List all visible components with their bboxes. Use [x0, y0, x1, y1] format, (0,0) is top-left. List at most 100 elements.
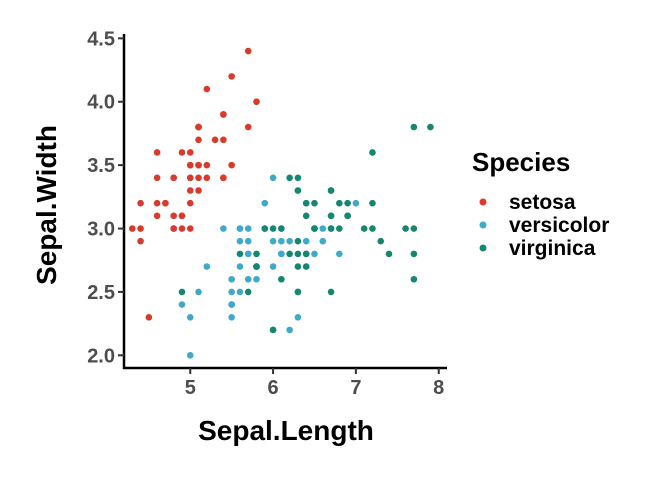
- point-setosa: [186, 161, 194, 169]
- point-setosa: [186, 187, 194, 194]
- point-versicolor: [186, 352, 194, 359]
- point-versicolor: [220, 225, 227, 232]
- point-versicolor: [286, 237, 293, 245]
- y-tick-label: 4.0: [87, 92, 115, 114]
- point-virginica: [302, 250, 310, 258]
- point-setosa: [128, 225, 136, 232]
- point-versicolor: [278, 250, 285, 258]
- point-virginica: [377, 237, 385, 245]
- point-versicolor: [178, 301, 186, 308]
- point-setosa: [186, 174, 194, 182]
- y-axis-title: Sepal.Width: [31, 125, 62, 285]
- points-layer: [128, 47, 434, 359]
- point-versicolor: [244, 225, 252, 232]
- point-virginica: [253, 250, 260, 258]
- point-versicolor: [244, 237, 252, 245]
- point-virginica: [410, 123, 418, 131]
- point-virginica: [302, 199, 310, 207]
- point-virginica: [269, 326, 277, 334]
- point-setosa: [137, 225, 144, 232]
- point-versicolor: [302, 237, 310, 245]
- point-setosa: [195, 136, 202, 144]
- point-setosa: [178, 212, 186, 220]
- point-setosa: [186, 199, 194, 207]
- point-virginica: [327, 288, 335, 296]
- point-virginica: [336, 199, 343, 207]
- point-virginica: [327, 225, 335, 232]
- point-virginica: [294, 250, 302, 258]
- point-versicolor: [228, 288, 235, 296]
- point-virginica: [327, 187, 335, 194]
- point-versicolor: [236, 288, 244, 296]
- legend-marker-virginica: [479, 244, 487, 252]
- point-setosa: [162, 199, 169, 207]
- point-virginica: [344, 199, 351, 207]
- point-versicolor: [294, 313, 302, 321]
- y-tick-label: 3.0: [87, 219, 115, 241]
- point-versicolor: [278, 237, 285, 245]
- point-virginica: [410, 275, 418, 283]
- point-virginica: [302, 212, 310, 220]
- point-versicolor: [269, 263, 277, 270]
- point-setosa: [195, 123, 202, 131]
- point-virginica: [269, 225, 277, 232]
- point-versicolor: [236, 225, 244, 232]
- point-versicolor: [336, 250, 343, 258]
- point-setosa: [153, 149, 161, 156]
- point-setosa: [170, 174, 177, 182]
- point-setosa: [137, 237, 144, 245]
- legend-marker-setosa: [479, 198, 487, 206]
- point-virginica: [253, 263, 260, 270]
- point-versicolor: [228, 275, 235, 283]
- point-versicolor: [261, 199, 269, 207]
- point-setosa: [153, 212, 161, 220]
- y-tick-label: 3.5: [87, 155, 115, 177]
- point-virginica: [311, 225, 318, 232]
- point-virginica: [385, 250, 393, 258]
- point-setosa: [195, 187, 202, 194]
- point-setosa: [186, 225, 194, 232]
- point-setosa: [195, 174, 202, 182]
- point-virginica: [369, 199, 376, 207]
- point-virginica: [294, 288, 302, 296]
- point-versicolor: [269, 237, 277, 245]
- point-virginica: [369, 149, 376, 156]
- point-setosa: [244, 47, 252, 55]
- point-virginica: [244, 288, 252, 296]
- point-versicolor: [311, 250, 318, 258]
- point-virginica: [294, 174, 302, 182]
- point-virginica: [344, 212, 351, 220]
- point-virginica: [369, 225, 376, 232]
- point-setosa: [178, 149, 186, 156]
- legend-label-virginica: virginica: [509, 237, 596, 260]
- point-virginica: [402, 225, 409, 232]
- point-virginica: [294, 237, 302, 245]
- point-versicolor: [244, 250, 252, 258]
- point-setosa: [186, 149, 194, 156]
- point-setosa: [203, 161, 211, 169]
- x-axis-ticks: 5 6 7 8: [185, 368, 444, 399]
- x-tick-label: 5: [185, 377, 196, 399]
- point-versicolor: [319, 237, 327, 245]
- point-virginica: [294, 187, 302, 194]
- y-tick-label: 2.5: [87, 282, 115, 304]
- point-versicolor: [352, 199, 360, 207]
- y-tick-label: 2.0: [87, 345, 115, 367]
- point-setosa: [178, 225, 186, 232]
- point-setosa: [170, 225, 177, 232]
- point-setosa: [203, 174, 211, 182]
- point-versicolor: [269, 174, 277, 182]
- point-virginica: [360, 225, 368, 232]
- point-setosa: [220, 111, 227, 118]
- point-virginica: [178, 288, 186, 296]
- point-virginica: [327, 212, 335, 220]
- point-versicolor: [228, 313, 235, 321]
- x-tick-label: 7: [350, 377, 361, 399]
- y-axis-ticks: 2.0 2.5 3.0 3.5 4.0 4.5: [87, 28, 124, 367]
- legend-label-setosa: setosa: [509, 191, 576, 214]
- point-versicolor: [236, 263, 244, 270]
- point-virginica: [236, 250, 244, 258]
- legend-label-versicolor: versicolor: [509, 214, 609, 237]
